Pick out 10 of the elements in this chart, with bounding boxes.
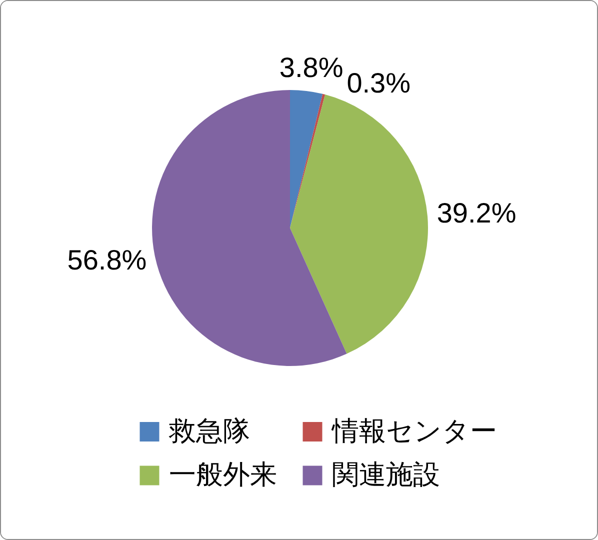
data-label: 3.8%: [279, 52, 344, 84]
legend-label: 情報センター: [331, 416, 497, 446]
pie-slice: [152, 90, 347, 366]
data-label: 56.8%: [67, 244, 147, 276]
legend-label: 救急隊: [168, 416, 250, 446]
legend-label: 関連施設: [332, 460, 440, 490]
pie-slice: [290, 94, 428, 354]
legend-label: 一般外来: [169, 460, 277, 490]
data-label: 0.3%: [346, 67, 411, 98]
data-label: 39.2%: [436, 198, 516, 229]
